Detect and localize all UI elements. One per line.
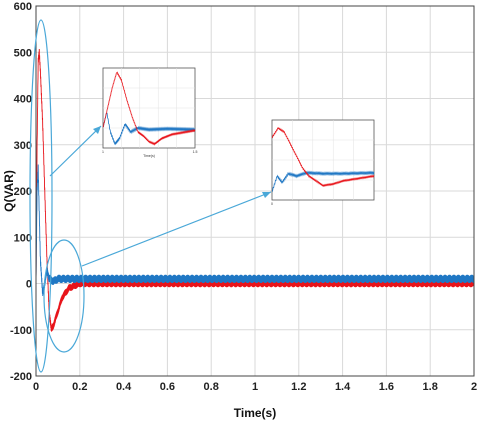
- x-tick-labels: 0 0.2 0.4 0.6 0.8 1 1.2 1.4 1.6 1.8 2: [33, 381, 477, 393]
- inset-x-tick-label: 0: [271, 202, 273, 206]
- series-layer: [35, 48, 475, 332]
- x-tick-label: 0.2: [72, 381, 87, 393]
- inset-series-blue: [102, 112, 196, 146]
- x-tick-label: 1.2: [291, 381, 306, 393]
- inset-zoom-startup: 1 1.5 Time(s): [102, 67, 198, 158]
- x-tick-label: 0.4: [116, 381, 132, 393]
- inset-x-tick-label: 1.5: [193, 150, 198, 154]
- x-tick-label: 0.8: [204, 381, 219, 393]
- x-tick-label: 1: [252, 381, 258, 393]
- inset-series-red: [102, 71, 196, 146]
- arrow-head-settling: [262, 192, 271, 198]
- x-tick-label: 0.6: [160, 381, 175, 393]
- plot-frame: [35, 5, 475, 377]
- x-tick-label: 0: [33, 381, 39, 393]
- inset-x-axis-label: Time(s): [143, 154, 155, 158]
- x-tick-label: 1.6: [379, 381, 394, 393]
- arrow-head-startup: [93, 126, 101, 134]
- settling-highlight-ellipse: [43, 239, 85, 353]
- x-axis-label: Time(s): [234, 406, 276, 420]
- y-tick-label: 600: [14, 1, 32, 13]
- x-tick-label: 2: [471, 381, 477, 393]
- callout-arrows: [49, 125, 272, 267]
- y-tick-label: 100: [14, 232, 32, 244]
- series-line-blue: [35, 164, 475, 296]
- startup-highlight-ellipse: [29, 19, 53, 373]
- inset-x-tick-label: 1: [102, 150, 104, 154]
- x-tick-label: 1.8: [423, 381, 438, 393]
- arrow-to-settling-inset: [81, 191, 272, 267]
- y-tick-label: 300: [14, 140, 32, 152]
- y-tick-label: 200: [14, 186, 32, 198]
- y-axis-label: Q(VAR): [2, 170, 16, 212]
- inset-series-blue: [271, 170, 375, 192]
- x-tick-label: 1.4: [335, 381, 351, 393]
- y-tick-labels: -200 -100 0 100 200 300 400 500 600: [10, 1, 32, 383]
- y-tick-label: -100: [10, 325, 32, 337]
- y-tick-label: 0: [26, 279, 32, 291]
- y-tick-label: -200: [10, 371, 32, 383]
- y-tick-label: 400: [14, 94, 32, 106]
- inset-series-red: [271, 126, 375, 188]
- arrow-to-startup-inset: [49, 125, 102, 177]
- inset-zoom-settling: 0: [271, 119, 375, 206]
- y-tick-label: 500: [14, 47, 32, 59]
